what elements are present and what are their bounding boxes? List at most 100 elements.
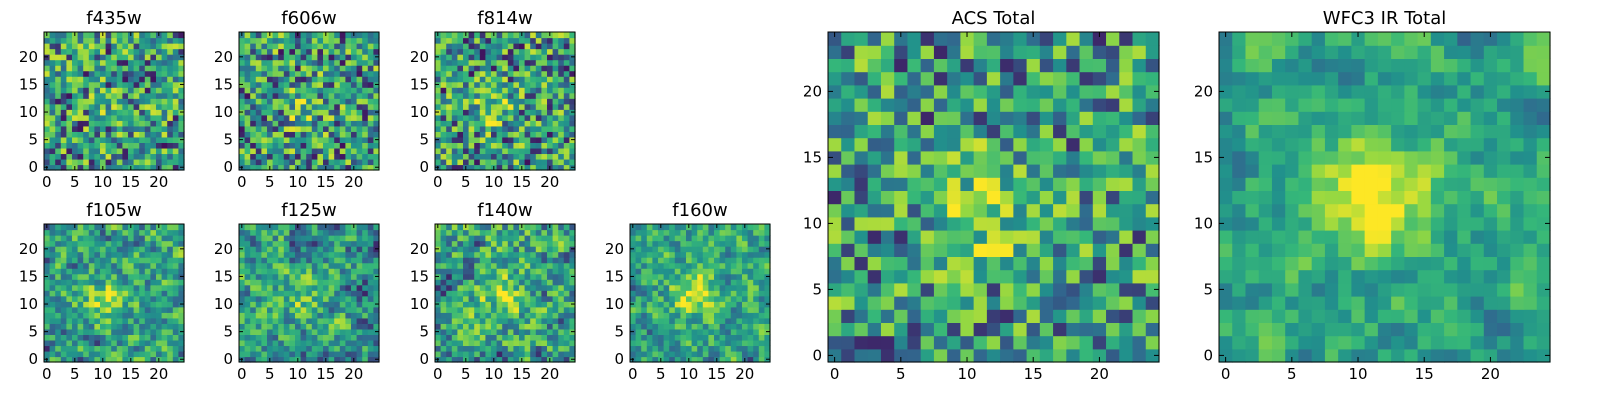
- heatmap-cell: [373, 120, 380, 127]
- heatmap-cell: [524, 251, 531, 258]
- heatmap-cell: [558, 268, 565, 275]
- heatmap-cell: [658, 328, 665, 335]
- heatmap-cell: [697, 356, 704, 363]
- heatmap-cell: [77, 158, 84, 166]
- heatmap-cell: [513, 81, 520, 88]
- heatmap-cell: [283, 323, 290, 330]
- heatmap-cell: [255, 158, 262, 166]
- heatmap-cell: [530, 87, 537, 94]
- heatmap-cell: [725, 328, 732, 335]
- heatmap-cell: [630, 240, 637, 247]
- heatmap-cell: [83, 98, 90, 105]
- heatmap-cell: [311, 312, 318, 319]
- heatmap-cell: [156, 273, 163, 280]
- heatmap-cell: [463, 290, 470, 297]
- heatmap-cell: [255, 356, 262, 363]
- heatmap-cell: [83, 279, 90, 286]
- heatmap-cell: [451, 65, 458, 72]
- heatmap-cell: [72, 76, 79, 83]
- x-tick-label: 0: [628, 365, 638, 383]
- heatmap-cell: [317, 284, 324, 291]
- heatmap-cell: [686, 295, 693, 302]
- heatmap-cell: [663, 328, 670, 335]
- heatmap-cell: [524, 317, 531, 324]
- heatmap-cell: [111, 229, 118, 236]
- heatmap-cell: [507, 268, 514, 275]
- heatmap-cell: [479, 279, 486, 286]
- heatmap-cell: [250, 147, 257, 155]
- heatmap-cell: [167, 284, 174, 291]
- heatmap-cell: [250, 240, 257, 247]
- heatmap-cell: [730, 350, 737, 358]
- heatmap-cell: [88, 246, 95, 253]
- heatmap-cell: [457, 262, 464, 269]
- heatmap-cell: [680, 317, 687, 324]
- heatmap-cell: [306, 76, 313, 83]
- heatmap-cell: [323, 246, 330, 253]
- heatmap-cell: [680, 345, 687, 352]
- heatmap-cell: [367, 290, 374, 297]
- heatmap-cell: [854, 177, 869, 191]
- heatmap-cell: [356, 268, 363, 275]
- heatmap-cell: [367, 98, 374, 105]
- heatmap-cell: [156, 306, 163, 313]
- heatmap-cell: [278, 65, 285, 72]
- heatmap-cell: [502, 246, 509, 253]
- heatmap-cell: [457, 284, 464, 291]
- heatmap-cell: [111, 345, 118, 352]
- heatmap-cell: [111, 92, 118, 99]
- heatmap-cell: [72, 279, 79, 286]
- heatmap-cell: [630, 312, 637, 319]
- x-tick-label: 15: [121, 173, 140, 191]
- heatmap-cell: [841, 243, 856, 257]
- heatmap-cell: [300, 290, 307, 297]
- heatmap-cell: [44, 268, 51, 275]
- heatmap-cell: [100, 92, 107, 99]
- heatmap-cell: [435, 350, 442, 358]
- heatmap-cell: [345, 235, 352, 242]
- heatmap-cell: [283, 48, 290, 55]
- heatmap-cell: [558, 339, 565, 347]
- heatmap-cell: [289, 136, 296, 143]
- heatmap-cell: [49, 48, 56, 55]
- heatmap-cell: [66, 142, 73, 149]
- heatmap-cell: [747, 240, 754, 247]
- heatmap-cell: [541, 317, 548, 324]
- heatmap-cell: [474, 328, 481, 335]
- heatmap-cell: [446, 158, 453, 166]
- heatmap-cell: [1026, 164, 1041, 178]
- heatmap-cell: [474, 32, 481, 39]
- heatmap-cell: [947, 256, 961, 271]
- heatmap-cell: [133, 54, 140, 61]
- heatmap-cell: [289, 240, 296, 247]
- heatmap-cell: [83, 229, 90, 236]
- heatmap-cell: [49, 81, 56, 88]
- heatmap-cell: [144, 339, 151, 347]
- heatmap-cell: [468, 284, 475, 291]
- heatmap-cell: [94, 345, 101, 352]
- heatmap-cell: [133, 131, 140, 138]
- heatmap-cell: [94, 339, 101, 347]
- heatmap-cell: [686, 301, 693, 308]
- heatmap-cell: [457, 37, 464, 44]
- heatmap-cell: [457, 257, 464, 264]
- axes-frame: [434, 223, 576, 363]
- heatmap-cell: [94, 224, 101, 231]
- heatmap-cell: [446, 59, 453, 66]
- heatmap-cell: [317, 92, 324, 99]
- heatmap-cell: [111, 87, 118, 94]
- heatmap-cell: [742, 273, 749, 280]
- heatmap-cell: [66, 339, 73, 347]
- heatmap-cell: [468, 339, 475, 347]
- heatmap-cell: [345, 43, 352, 50]
- heatmap-cell: [669, 262, 676, 269]
- heatmap-cell: [708, 339, 715, 347]
- heatmap-cell: [88, 131, 95, 138]
- heatmap-cell: [736, 290, 743, 297]
- heatmap-cell: [267, 312, 274, 319]
- heatmap-cell: [708, 273, 715, 280]
- heatmap-cell: [300, 246, 307, 253]
- heatmap-cell: [367, 246, 374, 253]
- heatmap-cell: [94, 164, 101, 171]
- heatmap-cell: [541, 76, 548, 83]
